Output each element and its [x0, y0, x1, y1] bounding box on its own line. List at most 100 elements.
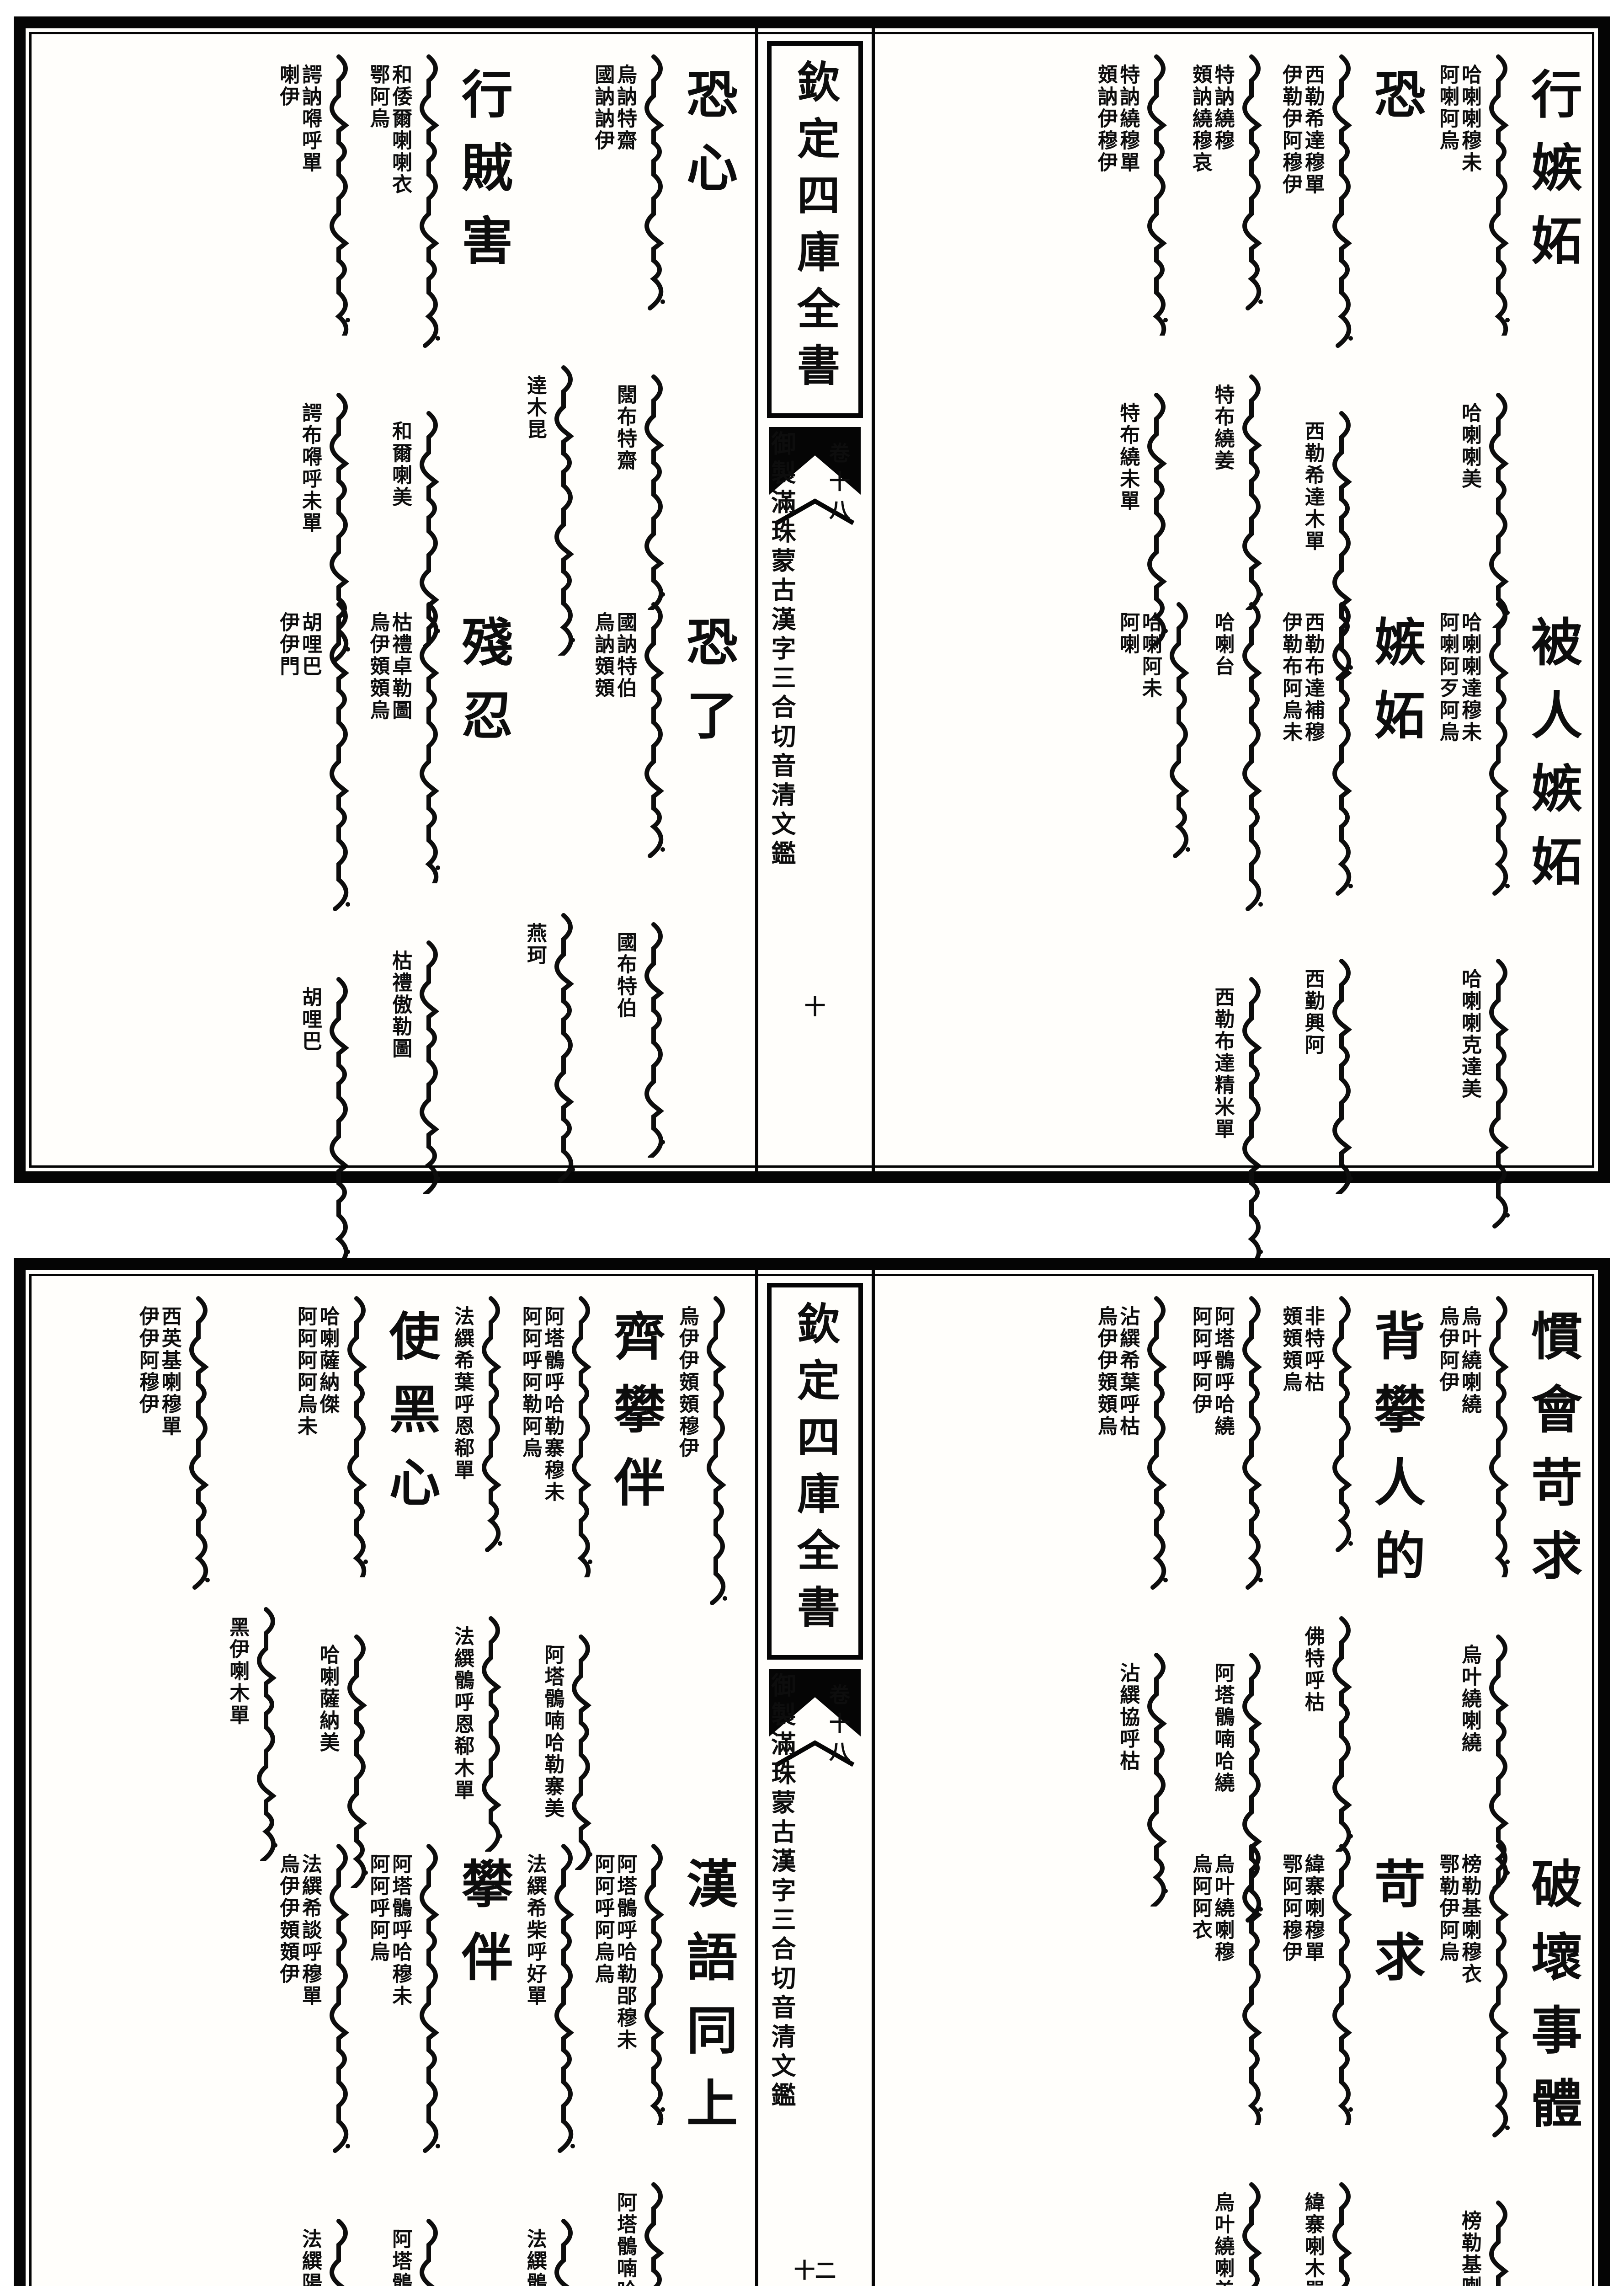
script-stack: 特訥繞穆 頞訥繞穆哀 特布繞姜: [1189, 52, 1268, 610]
dictionary-entry: 苛求 緯寨喇穆單 鄂阿阿穆伊 緯寨喇木單 烏叶繞喇穆 烏阿阿衣 烏叶繞喇美: [1189, 1842, 1426, 2286]
gloss-group: 西勤興阿: [1301, 968, 1325, 1056]
phonetic-gloss-text: 法繏希柴呼好單: [523, 1853, 547, 2007]
entry-script-column: 哈喇喇穆未 阿喇阿烏: [1436, 52, 1516, 336]
manchu-script-column: [1489, 959, 1510, 1228]
gloss-group: 法繏鶻呼恩郗木單: [451, 1626, 474, 1801]
entry-script-column: 沾繏協呼枯: [1095, 1650, 1174, 1907]
entry-heading: 恐了: [678, 615, 738, 762]
phonetic-gloss-text: 烏訥特齋: [613, 64, 637, 152]
phonetic-gloss-text: 和倭爾喇喇衣: [389, 64, 412, 196]
book-title: 御製滿珠蒙古漢字三合切音清文鑑: [767, 1672, 796, 2111]
script-stack: 法繏希柴呼好單 法繏鶻呼好木單: [523, 1842, 581, 2286]
gloss-group: 諤訥嘚呼單 喇伊: [276, 64, 322, 174]
phonetic-gloss-text: 佛特呼枯: [1301, 1626, 1325, 1714]
entry-script-column: 西勒布達補穆 伊勒布阿烏未: [1279, 600, 1359, 902]
entry-register-upper: 慣會苛求 烏叶繞喇繞 烏伊阿伊 烏叶繞喇繞 背攀人的 非特呼枯 頞頞頞烏 佛特呼枯 阿…: [879, 1294, 1598, 1925]
script-stack: 逹木昆: [523, 52, 581, 656]
gloss-group: 哈喇台: [1211, 612, 1235, 678]
entry-script-column: 哈喇台: [1211, 600, 1269, 920]
entry-script-column: 特布繞未單: [1095, 390, 1174, 646]
entry-register-upper: 烏伊伊頞頞穆伊 齊攀伴 阿塔鶻呼哈勒寨穆未 阿阿呼阿勒阿烏 阿塔鶻喃哈勒寨美 法繏希…: [26, 1294, 753, 1888]
entry-script-column: 哈喇薩納美: [294, 1632, 373, 1888]
gloss-group: 佛特呼枯: [1301, 1626, 1325, 1714]
manchu-script-column: [1489, 2201, 1509, 2286]
phonetic-gloss-text: 阿塔鶻喃哈勒郘美: [613, 2192, 637, 2286]
phonetic-gloss-text: 阿阿呼阿伊: [1188, 1306, 1212, 1415]
phonetic-gloss-text: 阿阿呼阿烏烏: [591, 1853, 615, 1985]
entry-heading: 背攀人的: [1365, 1309, 1426, 1602]
phonetic-gloss-text: 烏阿阿衣: [1188, 1853, 1212, 1941]
script-stack: 西英基喇穆單 伊伊阿穆伊: [136, 1294, 215, 1596]
entry-script-column: 法繏希柴呼好單: [523, 1842, 581, 2162]
manchu-script-column: [330, 393, 350, 662]
entry-script-column: 緯寨喇木單: [1280, 2180, 1359, 2286]
gloss-group: 阿塔鶻呼哈繞 阿阿呼阿伊: [1188, 1306, 1235, 1437]
spine-chevron-icon: [775, 1740, 855, 1767]
manchu-script-column: [330, 2219, 348, 2286]
phonetic-gloss-text: 阿喇阿烏: [1436, 64, 1459, 152]
entry-script-column: 西勒布達精米單: [1211, 975, 1269, 1267]
entry-heading: 漢語同上: [678, 1857, 738, 2150]
manchu-script-column: [347, 1634, 368, 1888]
gloss-group: 阿塔鶻喃哈繞: [1211, 1662, 1235, 1794]
entry-heading: 嫉妬: [1365, 615, 1426, 762]
manchu-script-column: [1489, 54, 1510, 336]
manchu-script-column: [1489, 393, 1510, 628]
phonetic-gloss-text: 哈喇喇穆未: [1458, 64, 1481, 174]
gloss-group: 阿塔鶻呼哈勒寨穆未 阿阿呼阿勒阿烏: [519, 1306, 564, 1503]
phonetic-gloss-text: 烏伊頞頞烏: [366, 612, 390, 721]
manchu-script-column: [1242, 2182, 1262, 2286]
script-stack: 哈喇喇達穆未 阿喇阿歹阿烏 哈喇喇克達美: [1436, 600, 1516, 1231]
entry-script-column: 諤訥嘚呼單 喇伊: [276, 52, 356, 336]
gloss-group: 阿塔鶻蘭哈美: [389, 2228, 412, 2286]
phonetic-gloss-text: 鄂勒伊阿烏: [1436, 1853, 1459, 1963]
phonetic-gloss-text: 哈喇阿未: [1138, 612, 1162, 700]
manchu-script-column: [1170, 602, 1190, 858]
manchu-script-column: [572, 1296, 593, 1577]
gloss-group: 法繏鶻呼好木單: [523, 2228, 547, 2286]
script-stack: 榜勒基喇穆衣 鄂勒伊阿烏 榜勒基喇美: [1436, 1842, 1516, 2286]
script-stack: 法繏希葉呼恩郗單 法繏鶻呼恩郗木單: [451, 1294, 509, 1852]
script-stack: 烏叶繞喇穆 烏阿阿衣 烏叶繞喇美: [1189, 1842, 1268, 2286]
script-stack: 非特呼枯 頞頞頞烏 佛特呼枯: [1279, 1294, 1359, 1852]
entry-heading: 殘忍: [453, 615, 513, 762]
manchu-script-column: [420, 1844, 441, 2153]
entry-script-column: 沾繏希葉呼枯 烏伊伊頞頞烏: [1094, 1294, 1174, 1596]
entry-script-column: 胡哩巴: [277, 975, 356, 1267]
phonetic-gloss-text: 烏叶繞喇繞: [1458, 1306, 1481, 1415]
script-stack: 緯寨喇穆單 鄂阿阿穆伊 緯寨喇木單: [1279, 1842, 1359, 2286]
entry-script-column: 哈喇薩納傑 阿阿阿阿烏未: [294, 1294, 373, 1577]
phonetic-gloss-text: 烏伊伊頞頞穆伊: [676, 1306, 699, 1459]
series-title-box: 欽定四庫全書: [767, 1283, 863, 1660]
gloss-group: 特訥繞穆單 頞訥伊穆伊: [1094, 64, 1140, 174]
entry-script-column: 特訥繞穆單 頞訥伊穆伊: [1094, 52, 1174, 336]
manchu-script-column: [482, 1296, 503, 1552]
dictionary-entry: 被人嫉妬 哈喇喇達穆未 阿喇阿歹阿烏 哈喇喇克達美: [1436, 600, 1582, 1231]
phonetic-gloss-text: 特訥繞穆單: [1116, 64, 1140, 174]
gloss-group: 諤布嘚呼未單: [298, 402, 322, 534]
phonetic-gloss-text: 緯寨喇穆單: [1301, 1853, 1325, 1963]
phonetic-gloss-text: 頞訥伊穆伊: [1094, 64, 1118, 174]
phonetic-gloss-text: 頞訥繞穆哀: [1188, 64, 1212, 174]
manchu-script-column: [1332, 54, 1353, 348]
manchu-script-column: [189, 1296, 210, 1590]
script-stack: 哈喇喇穆未 阿喇阿烏 哈喇喇美: [1436, 52, 1516, 628]
gloss-group: 逹木昆: [523, 375, 547, 441]
phonetic-gloss-text: 烏叶繞喇繞: [1458, 1644, 1481, 1754]
entry-script-column: 阿塔鶻呼哈勒寨穆未 阿阿呼阿勒阿烏: [519, 1294, 598, 1577]
gloss-group: 法繏希葉呼恩郗單: [451, 1306, 474, 1481]
manchu-script-column: [330, 1844, 350, 2153]
gloss-group: 特布繞姜: [1211, 384, 1235, 472]
gloss-group: 特訥繞穆 頞訥繞穆哀: [1188, 64, 1235, 174]
entry-script-column: 阿塔鶻呼哈勒郘穆未 阿阿呼阿烏烏: [591, 1842, 671, 2125]
entry-heading: 被人嫉妬: [1523, 615, 1582, 908]
phonetic-gloss-text: 國布特伯: [613, 932, 637, 1020]
script-stack: 哈喇阿未 阿喇: [1116, 600, 1196, 865]
gloss-group: 烏訥特齋 國訥訥伊: [591, 64, 637, 152]
script-stack: 阿塔鶻呼哈勒寨穆未 阿阿呼阿勒阿烏 阿塔鶻喃哈勒寨美: [519, 1294, 598, 1870]
gloss-group: 哈喇喇達穆未 阿喇阿歹阿烏: [1436, 612, 1481, 743]
gloss-group: 闊布特齋: [613, 384, 637, 472]
